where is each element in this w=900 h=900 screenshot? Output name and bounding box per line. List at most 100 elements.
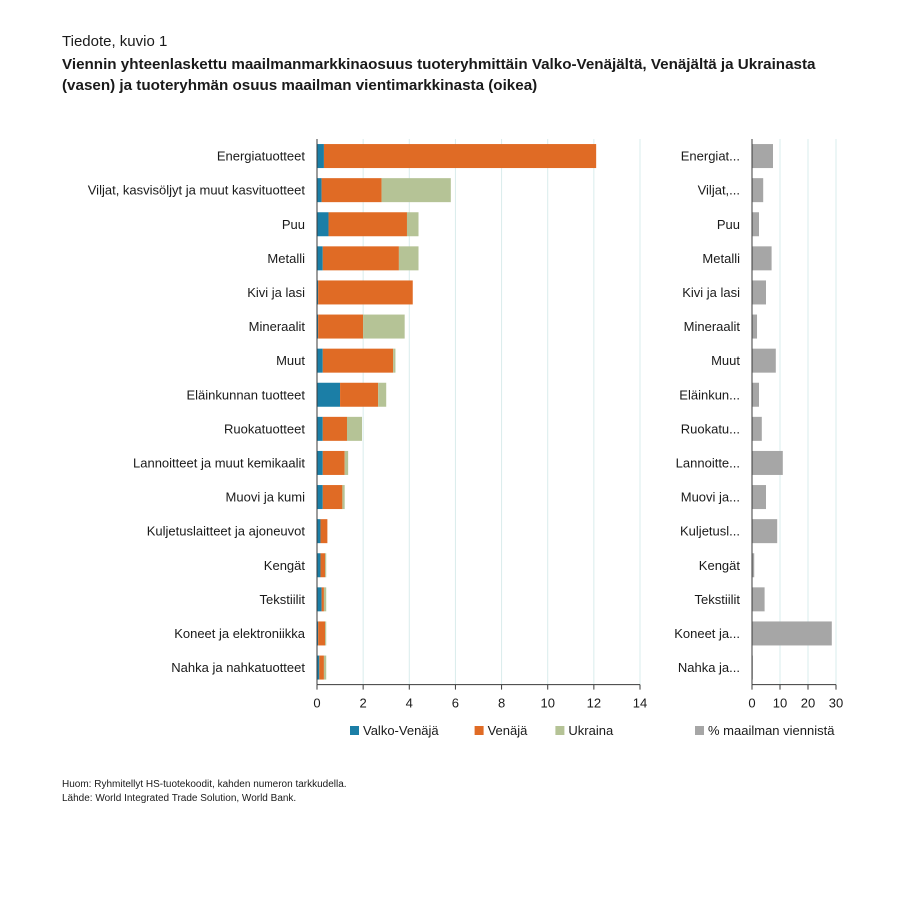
left-chart-bar-2 [321, 587, 324, 612]
left-chart-plot [317, 139, 641, 685]
left-chart-bar-1 [317, 485, 323, 510]
left-chart-legend-swatch [555, 726, 565, 735]
left-chart-legend-swatch [474, 726, 484, 735]
left-chart-category-label: Lannoitteet ja muut kemikaalit [133, 455, 305, 470]
left-chart-category-label: Kuljetuslaitteet ja ajoneuvot [147, 524, 306, 539]
left-chart-bar-3 [325, 553, 327, 578]
right-chart-bar-1 [752, 212, 759, 237]
right-chart-bar-1 [752, 485, 766, 510]
left-chart-bar-1 [317, 280, 319, 305]
left-chart-x-tick-label: 4 [406, 696, 413, 711]
right-chart-legend-label: % maailman viennistä [708, 723, 835, 738]
left-chart-x-tick-label: 10 [540, 696, 554, 711]
left-chart-bar-3 [363, 314, 405, 339]
left-chart-bar-2 [328, 212, 407, 237]
left-chart-bar-1 [317, 587, 322, 612]
left-chart-bar-3 [406, 212, 419, 237]
left-chart-category-label: Tekstiilit [259, 592, 305, 607]
left-chart-bar-2 [320, 519, 328, 544]
figure-header: Tiedote, kuvio 1 Viennin yhteenlaskettu … [62, 32, 862, 96]
right-chart-bar-1 [752, 144, 773, 169]
left-chart-bar-2 [318, 280, 413, 305]
right-chart-category-label: Metalli [702, 251, 740, 266]
left-chart-category-label: Muovi ja kumi [226, 490, 306, 505]
right-chart-category-label: Kuljetusl... [680, 524, 740, 539]
right-chart-legend-swatch [695, 726, 704, 735]
left-chart-bar-3 [346, 416, 362, 441]
right-chart-category-label: Eläinkun... [679, 387, 740, 402]
left-chart-x-tick-label: 14 [633, 696, 647, 711]
left-chart-bar-1 [317, 382, 341, 407]
right-chart-bar-1 [752, 553, 755, 578]
right-chart-x-tick-label: 0 [748, 696, 755, 711]
right-chart-x-tick-label: 10 [773, 696, 787, 711]
left-chart-x-tick-label: 0 [313, 696, 320, 711]
left-chart-bar-3 [325, 621, 327, 646]
left-chart-bar-2 [323, 144, 597, 169]
left-chart-x-tick-label: 12 [587, 696, 601, 711]
left-chart-category-label: Mineraalit [249, 319, 306, 334]
right-chart-bar-1 [752, 246, 772, 271]
right-chart-bar-1 [752, 587, 765, 612]
left-chart-bar-1 [317, 348, 323, 373]
figure-title: Viennin yhteenlaskettu maailmanmarkkinao… [62, 56, 816, 94]
left-chart-bar-2 [322, 348, 394, 373]
right-chart-x-tick-label: 30 [829, 696, 843, 711]
right-chart-category-label: Kivi ja lasi [682, 285, 740, 300]
right-chart-plot [752, 139, 837, 685]
right-chart-category-label: Ruokatu... [681, 421, 740, 436]
left-chart-bar-1 [317, 178, 322, 203]
left-chart-bar-2 [340, 382, 379, 407]
left-chart-category-label: Koneet ja elektroniikka [174, 626, 306, 641]
right-chart-bar-1 [752, 382, 759, 407]
left-chart-legend-label: Venäjä [488, 723, 529, 738]
right-chart-category-label: Nahka ja... [678, 660, 740, 675]
right-chart-x-tick-label: 20 [801, 696, 815, 711]
right-chart-category-label: Muovi ja... [681, 490, 740, 505]
right-chart-category-label: Koneet ja... [674, 626, 740, 641]
source-text: Lähde: World Integrated Trade Solution, … [62, 793, 297, 804]
left-chart-category-label: Viljat, kasvisöljyt ja muut kasvituottee… [88, 183, 306, 198]
left-chart-bar-1 [317, 519, 321, 544]
left-chart-bar-2 [319, 655, 324, 680]
left-chart-bar-2 [321, 178, 382, 203]
footnotes: Huom: Ryhmitellyt HS-tuotekoodit, kahden… [62, 778, 347, 806]
left-chart-bar-1 [317, 416, 323, 441]
left-chart-category-label: Metalli [267, 251, 305, 266]
left-chart-bar-2 [322, 246, 399, 271]
left-chart-bar-1 [317, 314, 319, 339]
right-chart-bar-1 [752, 178, 764, 203]
left-chart-bar-3 [381, 178, 451, 203]
left-chart-bar-1 [317, 553, 321, 578]
left-chart-bar-3 [344, 450, 349, 475]
left-chart-x-tick-label: 2 [360, 696, 367, 711]
left-chart-bar-3 [398, 246, 419, 271]
right-chart-category-label: Tekstiilit [694, 592, 740, 607]
left-chart-x-tick-label: 8 [498, 696, 505, 711]
left-chart-category-label: Nahka ja nahkatuotteet [171, 660, 305, 675]
left-chart-legend-label: Valko-Venäjä [363, 723, 439, 738]
left-chart-category-label: Kengät [264, 558, 306, 573]
left-chart-category-label: Puu [282, 217, 305, 232]
left-chart-bar-1 [317, 450, 323, 475]
right-chart-category-label: Muut [711, 353, 740, 368]
left-chart-bar-1 [317, 655, 320, 680]
left-chart-bar-2 [318, 621, 326, 646]
left-chart-bar-3 [323, 655, 327, 680]
left-chart-bar-2 [322, 485, 343, 510]
note-text: Huom: Ryhmitellyt HS-tuotekoodit, kahden… [62, 779, 347, 790]
left-chart-bar-2 [318, 314, 364, 339]
left-chart-bar-1 [317, 144, 324, 169]
right-chart-bar-1 [752, 621, 832, 646]
left-chart-bar-2 [322, 450, 345, 475]
right-chart-category-label: Lannoitte... [676, 455, 740, 470]
left-chart-legend-swatch [350, 726, 359, 735]
right-chart-bar-1 [752, 519, 778, 544]
right-chart-category-label: Mineraalit [684, 319, 741, 334]
left-chart-bar-2 [320, 553, 326, 578]
right-chart-bar-1 [752, 348, 776, 373]
left-chart-bar-3 [323, 587, 327, 612]
left-chart-bar-3 [342, 485, 345, 510]
left-chart-category-label: Eläinkunnan tuotteet [186, 387, 305, 402]
